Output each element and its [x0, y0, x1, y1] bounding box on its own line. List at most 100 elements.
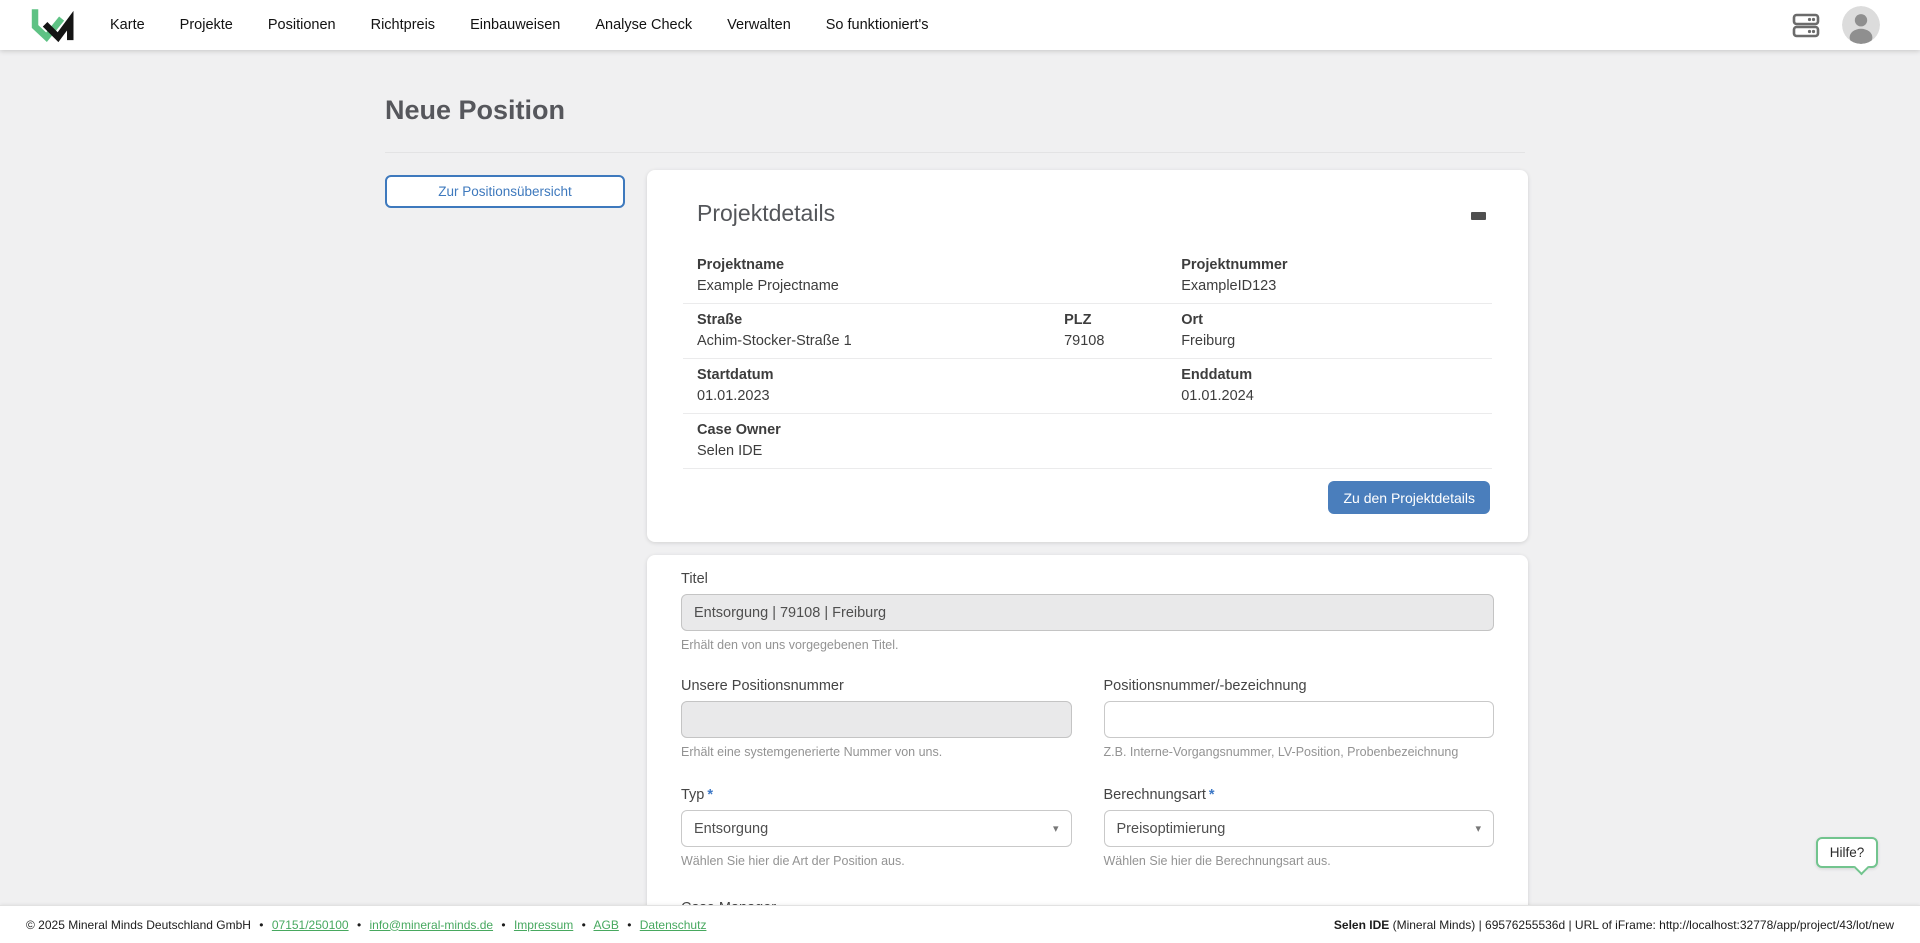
strasse-value: Achim-Stocker-Straße 1 — [697, 333, 852, 349]
page-title: Neue Position — [385, 95, 566, 125]
berechnungsart-label-text: Berechnungsart — [1103, 787, 1206, 803]
berechnungsart-required-asterisk: * — [1208, 787, 1215, 803]
field-berechnungsart: Berechnungsart * Preisoptimierung ▾ Wähle… — [1103, 787, 1495, 868]
position-number-input[interactable] — [1103, 701, 1494, 738]
our-number-label: Unsere Positionsnummer — [681, 678, 844, 694]
case-owner-label: Case Owner — [697, 422, 781, 438]
titel-input — [681, 594, 1494, 631]
field-case-owner: Case Owner Selen IDE — [697, 422, 1478, 459]
mineral-minds-logo-icon[interactable] — [30, 3, 80, 47]
projektname-label: Projektname — [697, 257, 785, 273]
detail-row-name-number: Projektname Example Projectname Projektn… — [683, 249, 1492, 303]
position-number-label: Positionsnummer/-bezeichnung — [1103, 678, 1307, 694]
go-to-project-details-button[interactable]: Zu den Projektdetails — [1328, 481, 1490, 514]
typ-select[interactable]: Entsorgung ▾ — [681, 810, 1072, 847]
strasse-label: Straße — [697, 312, 743, 328]
ort-label: Ort — [1181, 312, 1203, 328]
nav-item-verwalten[interactable]: Verwalten — [727, 17, 791, 33]
projektnummer-value: ExampleID123 — [1181, 278, 1277, 294]
plz-label: PLZ — [1064, 312, 1092, 328]
new-position-form-card: Titel Erhält den von uns vorgegebenen Ti… — [647, 555, 1528, 943]
field-plz: PLZ 79108 — [1064, 312, 1181, 349]
projektnummer-label: Projektnummer — [1181, 257, 1288, 273]
footer-datenschutz-link[interactable]: Datenschutz — [639, 917, 707, 932]
field-our-number: Unsere Positionsnummer Erhält eine syste… — [681, 678, 1072, 759]
minus-icon — [1471, 212, 1486, 220]
help-button-label: Hilfe? — [1829, 845, 1865, 860]
field-enddatum: Enddatum 01.01.2024 — [1181, 367, 1478, 404]
nav-item-projekte[interactable]: Projekte — [179, 17, 233, 33]
projektname-value: Example Projectname — [697, 278, 839, 294]
enddatum-value: 01.01.2024 — [1181, 388, 1254, 404]
footer-bullet: • — [627, 917, 632, 932]
user-avatar-icon[interactable] — [1842, 6, 1880, 44]
berechnungsart-select-value: Preisoptimierung — [1116, 820, 1226, 837]
footer-email-link[interactable]: info@mineral-minds.de — [369, 917, 494, 932]
detail-row-dates: Startdatum 01.01.2023 Enddatum 01.01.202… — [683, 358, 1492, 413]
topbar: Karte Projekte Positionen Richtpreis Ein… — [0, 0, 1920, 50]
ort-value: Freiburg — [1181, 333, 1236, 349]
topbar-icons — [1790, 6, 1880, 44]
typ-helper: Wählen Sie hier die Art der Position aus… — [681, 854, 905, 868]
server-stack-icon[interactable] — [1790, 9, 1822, 41]
typ-required-asterisk: * — [707, 787, 714, 803]
footer-bullet: • — [581, 917, 586, 932]
berechnungsart-helper: Wählen Sie hier die Berechnungsart aus. — [1103, 854, 1331, 868]
typ-label-text: Typ — [681, 787, 705, 803]
nav-item-so-funktionierts[interactable]: So funktioniert's — [825, 17, 929, 33]
case-owner-value: Selen IDE — [697, 443, 763, 459]
field-strasse: Straße Achim-Stocker-Straße 1 — [697, 312, 1064, 349]
footer: © 2025 Mineral Minds Deutschland GmbH • … — [0, 905, 1920, 943]
our-number-input — [681, 701, 1072, 738]
footer-user-name: Selen IDE — [1333, 917, 1390, 932]
project-details-card: Projektdetails Projektname Example Proje… — [647, 170, 1528, 542]
project-details-title: Projektdetails — [697, 200, 836, 226]
footer-bullet: • — [259, 917, 264, 932]
nav-item-analyse-check[interactable]: Analyse Check — [595, 17, 693, 33]
detail-row-address: Straße Achim-Stocker-Straße 1 PLZ 79108 … — [683, 303, 1492, 358]
left-column: Zur Positionsübersicht — [385, 170, 625, 943]
footer-bullet: • — [356, 917, 362, 932]
startdatum-value: 01.01.2023 — [697, 388, 770, 404]
field-projektnummer: Projektnummer ExampleID123 — [1181, 257, 1478, 294]
field-projektname: Projektname Example Projectname — [697, 257, 1181, 294]
nav-item-richtpreis[interactable]: Richtpreis — [370, 17, 436, 33]
main-nav: Karte Projekte Positionen Richtpreis Ein… — [110, 17, 928, 33]
startdatum-label: Startdatum — [697, 367, 774, 383]
footer-phone-link[interactable]: 07151/250100 — [271, 917, 349, 932]
project-details-grid: Projektname Example Projectname Projektn… — [683, 249, 1492, 468]
help-button[interactable]: Hilfe? — [1816, 837, 1878, 876]
number-fields-row: Unsere Positionsnummer Erhält eine syste… — [681, 678, 1494, 759]
footer-session-info: Selen IDE (Mineral Minds) | 69576255536d… — [1334, 918, 1894, 932]
typ-select-value: Entsorgung — [694, 820, 769, 837]
collapse-card-button[interactable] — [1465, 206, 1492, 226]
type-fields-row: Typ * Entsorgung ▾ Wählen Sie hier die Ar… — [681, 787, 1494, 868]
field-ort: Ort Freiburg — [1181, 312, 1478, 349]
footer-session-text: (Mineral Minds) | 69576255536d | URL of … — [1389, 917, 1894, 932]
footer-agb-link[interactable]: AGB — [593, 917, 619, 932]
footer-impressum-link[interactable]: Impressum — [513, 917, 574, 932]
titel-helper: Erhält den von uns vorgegebenen Titel. — [681, 638, 899, 652]
title-divider — [385, 152, 1525, 153]
position-number-helper: Z.B. Interne-Vorgangsnummer, LV-Position… — [1103, 745, 1459, 759]
chevron-down-icon: ▾ — [1052, 823, 1059, 835]
berechnungsart-label: Berechnungsart * — [1104, 787, 1495, 803]
field-position-number: Positionsnummer/-bezeichnung Z.B. Intern… — [1103, 678, 1494, 759]
nav-item-karte[interactable]: Karte — [110, 17, 145, 33]
back-to-positions-button[interactable]: Zur Positionsübersicht — [385, 175, 625, 208]
titel-label: Titel — [681, 571, 708, 587]
right-column: Projektdetails Projektname Example Proje… — [647, 170, 1528, 943]
detail-row-case-owner: Case Owner Selen IDE — [683, 413, 1492, 468]
nav-item-positionen[interactable]: Positionen — [267, 17, 336, 33]
nav-item-einbauweisen[interactable]: Einbauweisen — [470, 17, 561, 33]
our-number-helper: Erhält eine systemgenerierte Nummer von … — [681, 745, 943, 759]
chevron-down-icon: ▾ — [1475, 823, 1481, 835]
plz-value: 79108 — [1064, 333, 1105, 349]
main-content: Neue Position Zur Positionsübersicht Pro… — [0, 50, 1920, 943]
field-titel: Titel Erhält den von uns vorgegebenen Ti… — [681, 571, 1494, 652]
footer-left: © 2025 Mineral Minds Deutschland GmbH • … — [26, 918, 706, 932]
berechnungsart-select[interactable]: Preisoptimierung ▾ — [1103, 810, 1494, 847]
field-typ: Typ * Entsorgung ▾ Wählen Sie hier die Ar… — [681, 787, 1072, 868]
footer-bullet: • — [501, 917, 506, 932]
enddatum-label: Enddatum — [1181, 367, 1253, 383]
